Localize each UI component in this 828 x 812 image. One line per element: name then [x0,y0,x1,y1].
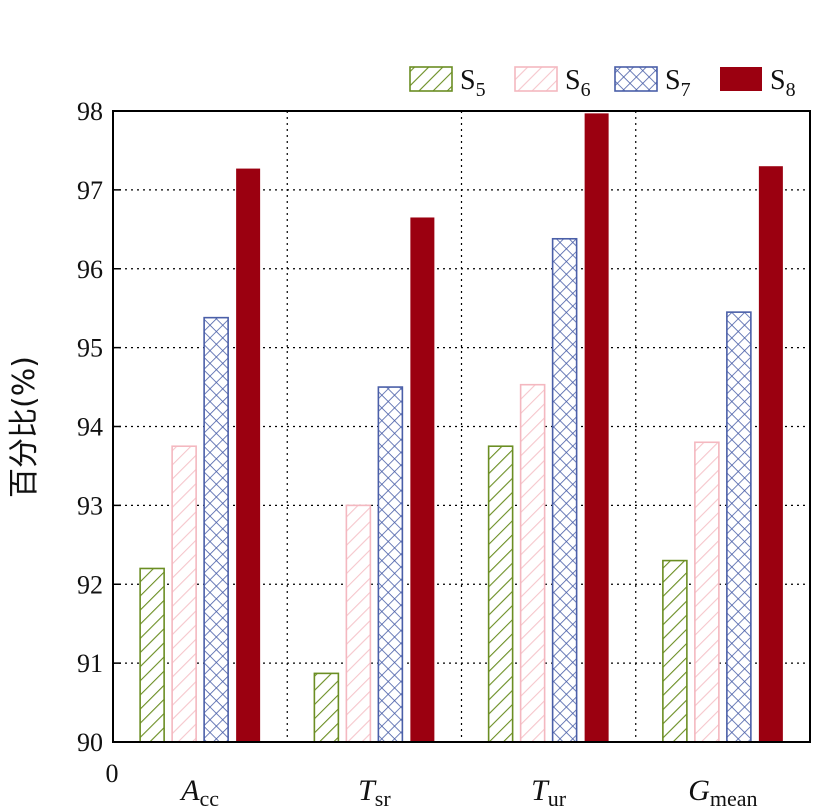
legend-swatch-s5 [409,66,453,92]
bar-s7-3 [551,237,578,743]
legend-label-s6: S6 [565,65,591,101]
y-tick-label: 95 [77,334,103,363]
legend-swatch-s7 [614,66,658,92]
category-label: Tur [531,774,567,811]
category-labels: Acc Tsr Tur Gmean [179,774,757,811]
category-label: Gmean [688,774,757,811]
bar-s7-4 [726,311,752,743]
y-axis-title: 百分比(%) [7,356,42,498]
bar-s7-1 [203,316,229,743]
y-tick-label: 90 [77,728,103,757]
y-tick-label: 93 [77,491,103,520]
bar-s5-2 [313,672,340,743]
legend-label-s7: S7 [665,65,691,101]
y-tick-labels: 90 91 92 93 94 95 96 97 98 [77,97,103,757]
bar-s7-2 [377,386,404,743]
bars-layer [139,113,783,743]
legend-label-s5: S5 [460,65,486,101]
legend-swatch-s8 [720,67,762,91]
y-tick-label: 98 [77,97,103,126]
bar-s6-2 [345,504,372,743]
bar-s5-4 [662,559,688,743]
legend-label-s8: S8 [770,65,796,101]
x-origin-label: 0 [106,759,119,788]
legend: S5 S6 S7 S8 [409,65,796,101]
y-tick-label: 97 [77,176,103,205]
y-tick-label: 92 [77,570,103,599]
bar-s8-2 [410,217,435,742]
bar-s6-1 [171,445,197,743]
bar-s6-3 [519,383,546,743]
y-tick-label: 91 [77,649,103,678]
category-label: Tsr [358,774,391,811]
category-label: Acc [179,774,219,811]
bar-s5-1 [139,567,165,743]
bar-s6-4 [694,441,720,743]
bar-s8-4 [758,166,783,742]
bar-s8-1 [236,168,261,743]
plot-frame [112,110,811,743]
bar-s8-3 [584,113,609,742]
y-tick-label: 96 [77,255,103,284]
bar-s5-3 [487,445,514,743]
y-tick-label: 94 [77,413,103,442]
legend-swatch-s6 [514,66,558,92]
